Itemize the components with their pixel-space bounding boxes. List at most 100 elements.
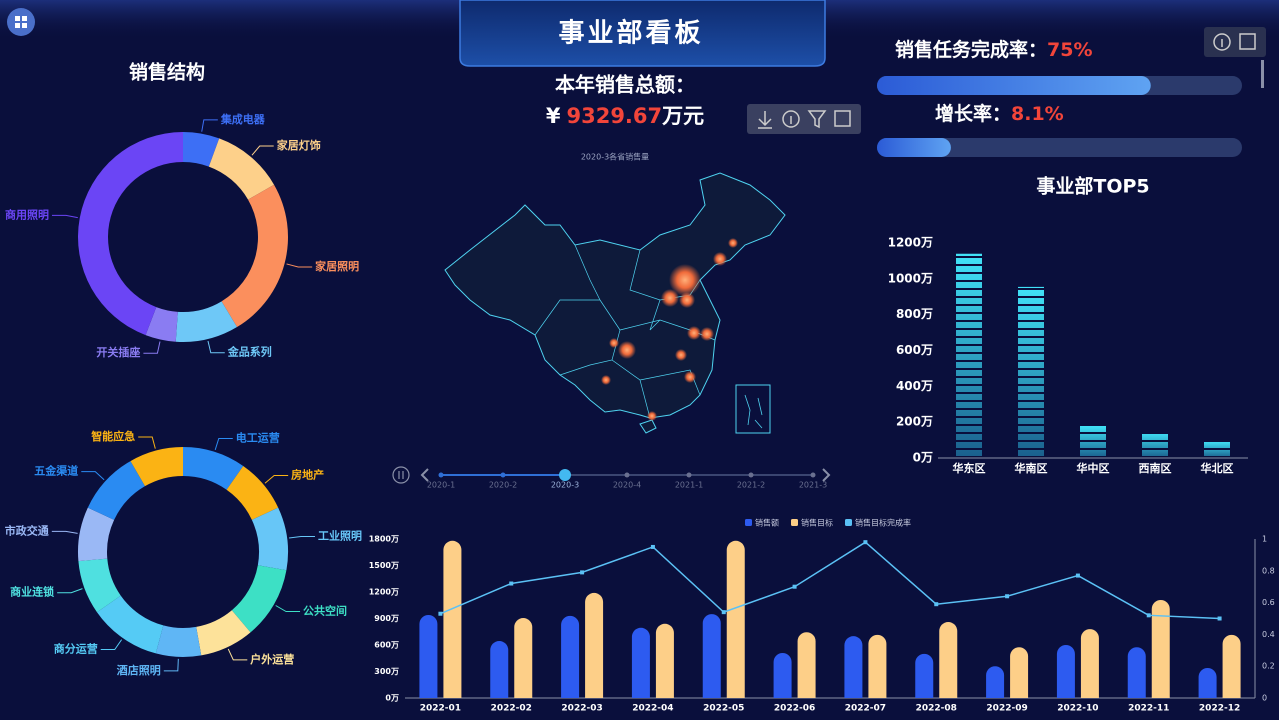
info-button[interactable] <box>782 110 800 128</box>
bar <box>561 615 580 698</box>
bar <box>1198 667 1217 698</box>
timeline: 2020-1 2020-2 2020-3 2020-4 2021-1 2021-2 2021… <box>392 466 831 490</box>
bar <box>585 592 604 698</box>
segment-label: 户外运营 <box>250 652 294 666</box>
y2-tick-label: 0.4 <box>1262 630 1275 639</box>
bar <box>726 540 745 698</box>
bar <box>443 540 462 698</box>
play-button[interactable] <box>392 466 410 484</box>
x-tick-label: 2022-02 <box>491 704 532 714</box>
currency: ¥ <box>546 104 561 128</box>
leader-line <box>275 605 301 612</box>
timeline-label: 2021-2 <box>737 481 765 490</box>
donut-segment <box>183 132 220 167</box>
segment-label: 市政交通 <box>5 523 49 537</box>
segment-label: 酒店照明 <box>117 663 161 677</box>
leader-line <box>143 341 161 354</box>
segment-label: 家居照明 <box>315 259 359 273</box>
y2-tick-label: 0.8 <box>1262 566 1275 575</box>
timeline-point[interactable] <box>686 472 692 478</box>
x-tick-label: 2022-01 <box>420 704 461 714</box>
kpi: 增长率：8.1% <box>935 102 1064 125</box>
y-tick-label: 300万 <box>374 667 399 676</box>
donut-segment <box>175 301 238 342</box>
x-tick-label: 2022-07 <box>845 704 886 714</box>
donut-segment <box>96 595 164 654</box>
total-sales: ¥9329.67万元 <box>546 104 704 128</box>
legend-label: 销售目标完成率 <box>855 518 911 528</box>
bar <box>1080 629 1099 698</box>
fullscreen-button[interactable] <box>834 110 851 127</box>
segment-label: 商业连锁 <box>10 585 54 599</box>
leader-line <box>57 588 83 594</box>
donut-segment <box>78 558 121 613</box>
progress-fill <box>877 138 951 157</box>
timeline-label: 2020-4 <box>613 481 641 490</box>
donut-segment <box>231 565 287 633</box>
donut-segment <box>208 138 275 200</box>
x-tick-label: 2022-05 <box>703 704 744 714</box>
page-title: 事业部看板 <box>558 19 703 49</box>
leader-line <box>201 119 218 132</box>
timeline-point[interactable] <box>624 472 630 478</box>
x-tick-label: 2022-08 <box>916 704 957 714</box>
bar <box>844 636 863 698</box>
y-tick-label: 1200万 <box>369 588 399 597</box>
scrollbar <box>1261 60 1264 88</box>
segment-label: 开关插座 <box>96 345 140 359</box>
legend-swatch[interactable] <box>791 519 798 526</box>
timeline-point[interactable] <box>748 472 754 478</box>
legend-swatch[interactable] <box>845 519 852 526</box>
x-tick-label: 2022-04 <box>632 704 673 714</box>
next-button[interactable] <box>822 468 831 482</box>
x-tick-label: 2022-06 <box>774 704 815 714</box>
filter-button[interactable] <box>807 110 827 129</box>
segment-label: 金品系列 <box>227 345 272 359</box>
leader-line <box>207 340 225 354</box>
y-tick-label: 1000万 <box>888 271 933 285</box>
segment-label: 房地产 <box>291 468 324 482</box>
bar <box>915 653 934 698</box>
leader-line <box>100 639 123 650</box>
download-button[interactable] <box>758 111 772 129</box>
timeline-point[interactable] <box>559 469 571 481</box>
segment-label: 家居灯饰 <box>277 138 321 152</box>
x-tick-label: 西南区 <box>1139 461 1172 475</box>
bar <box>1127 647 1146 698</box>
donut-segment <box>145 307 178 342</box>
segment-label: 集成电器 <box>220 112 266 126</box>
donut-segment <box>196 610 251 656</box>
menu-button[interactable] <box>7 8 35 36</box>
leader-line <box>51 214 78 219</box>
segment-label: 商用照明 <box>5 207 49 221</box>
timeline-point[interactable] <box>500 472 506 478</box>
x-tick-label: 2022-12 <box>1199 704 1240 714</box>
y-tick-label: 600万 <box>896 343 933 357</box>
donut-segment <box>87 461 145 520</box>
timeline-point[interactable] <box>438 472 444 478</box>
bar <box>1142 432 1168 458</box>
total-sales-label: 本年销售总额： <box>555 73 695 97</box>
info-button[interactable] <box>1213 33 1231 51</box>
bar <box>1080 425 1106 458</box>
bar <box>1151 599 1170 698</box>
bar <box>419 614 438 698</box>
map-hotspots <box>601 238 738 421</box>
chart-title: 销售结构 <box>129 61 205 84</box>
prev-button[interactable] <box>420 468 429 482</box>
leader-line <box>264 475 289 484</box>
map-title: 2020-3各省销售量 <box>581 152 649 162</box>
kpi-value: 8.1% <box>1011 103 1064 125</box>
fullscreen-button[interactable] <box>1239 33 1256 50</box>
y-tick-label: 600万 <box>374 641 399 650</box>
map-toolbar <box>747 104 861 134</box>
legend-swatch[interactable] <box>745 519 752 526</box>
leader-line <box>286 263 313 268</box>
timeline-point[interactable] <box>810 472 816 478</box>
segment-label: 公共空间 <box>303 604 347 618</box>
y-tick-label: 0万 <box>385 694 399 703</box>
y-tick-label: 1800万 <box>369 535 399 544</box>
bar <box>986 666 1005 698</box>
line-point <box>721 610 726 615</box>
y2-tick-label: 0.6 <box>1262 598 1275 607</box>
